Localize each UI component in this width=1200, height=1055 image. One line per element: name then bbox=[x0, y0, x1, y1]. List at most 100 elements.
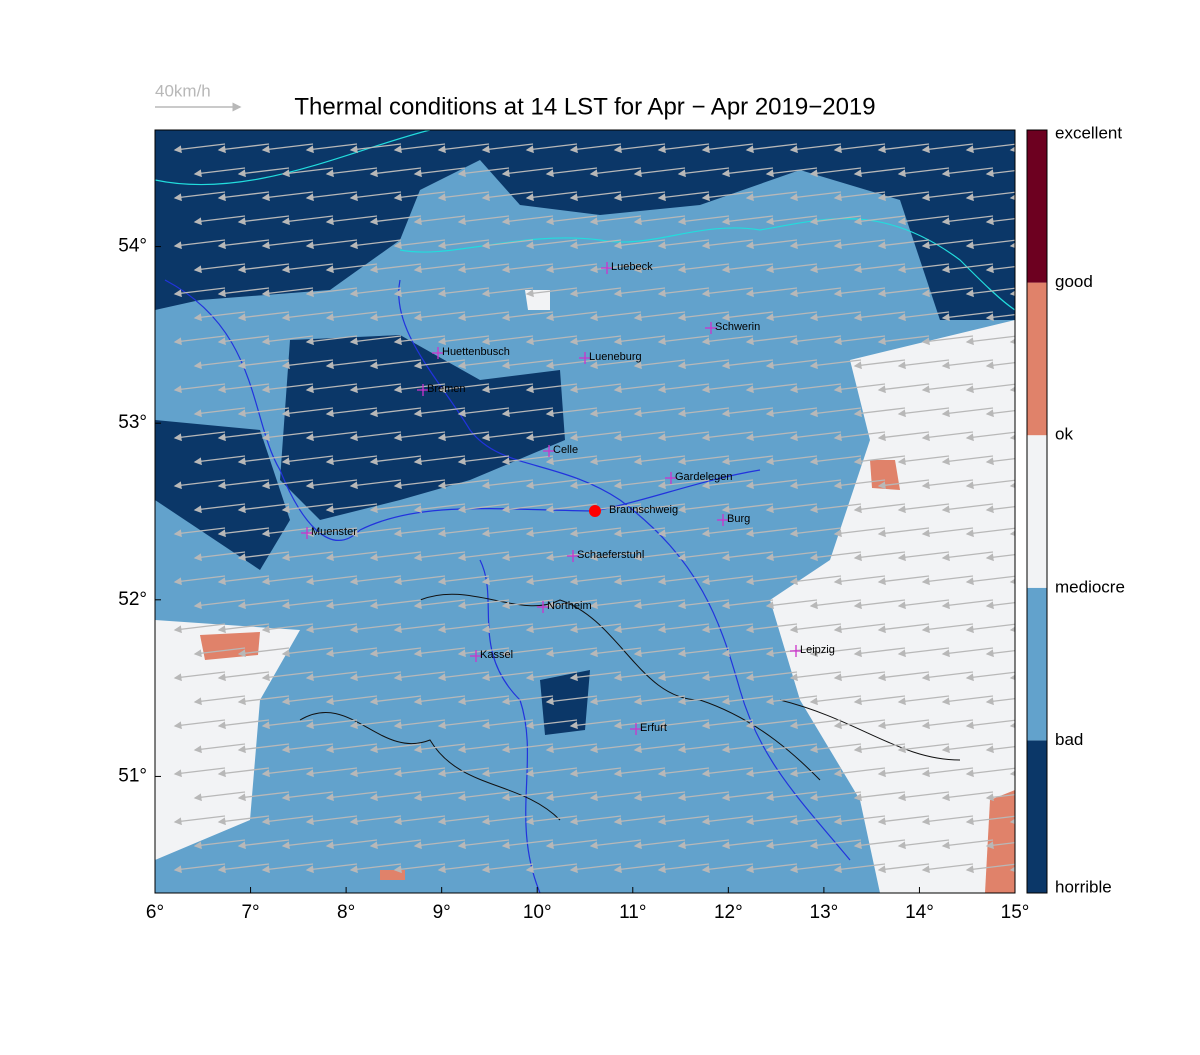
wind-arrow bbox=[677, 311, 730, 322]
wind-arrow bbox=[393, 335, 446, 346]
wind-arrow bbox=[413, 503, 466, 514]
wind-arrow bbox=[193, 407, 246, 418]
wind-arrow bbox=[633, 503, 686, 514]
wind-arrow bbox=[701, 863, 754, 874]
wind-arrow bbox=[633, 215, 686, 226]
wind-arrow bbox=[305, 287, 358, 298]
wind-arrow bbox=[677, 407, 730, 418]
wind-arrow bbox=[965, 239, 1015, 250]
wind-arrow bbox=[853, 743, 906, 754]
wind-arrow bbox=[481, 335, 534, 346]
wind-arrow bbox=[745, 431, 798, 442]
wind-arrow bbox=[701, 383, 754, 394]
wind-arrow bbox=[525, 767, 578, 778]
wind-arrow bbox=[305, 527, 358, 538]
wind-arrow bbox=[237, 647, 290, 658]
wind-arrow bbox=[677, 167, 730, 178]
wind-arrow bbox=[569, 191, 622, 202]
wind-arrow bbox=[809, 311, 862, 322]
wind-arrow bbox=[569, 719, 622, 730]
wind-arrow bbox=[941, 263, 994, 274]
wind-arrow bbox=[833, 719, 886, 730]
wind-arrow bbox=[721, 695, 774, 706]
wind-arrow bbox=[525, 719, 578, 730]
wind-arrow bbox=[325, 839, 378, 850]
wind-arrow bbox=[437, 767, 490, 778]
wind-arrow bbox=[921, 815, 974, 826]
city-label: Muenster bbox=[311, 526, 357, 538]
wind-arrow bbox=[657, 287, 710, 298]
wind-arrow bbox=[965, 863, 1015, 874]
wind-arrow bbox=[569, 431, 622, 442]
wind-arrow bbox=[809, 695, 862, 706]
wind-arrow bbox=[437, 239, 490, 250]
wind-arrow bbox=[413, 407, 466, 418]
wind-arrow bbox=[349, 479, 402, 490]
wind-arrow bbox=[413, 791, 466, 802]
wind-arrow bbox=[657, 383, 710, 394]
wind-arrow bbox=[853, 503, 906, 514]
wind-arrow bbox=[789, 335, 842, 346]
wind-arrow bbox=[721, 647, 774, 658]
wind-arrow bbox=[217, 191, 270, 202]
wind-arrow bbox=[765, 599, 818, 610]
wind-arrow bbox=[633, 743, 686, 754]
wind-arrow bbox=[349, 383, 402, 394]
wind-arrow bbox=[765, 743, 818, 754]
x-tick-label: 8° bbox=[337, 902, 355, 923]
wind-arrow bbox=[281, 791, 334, 802]
wind-arrow bbox=[985, 841, 1015, 850]
wind-arrow bbox=[545, 551, 598, 562]
wind-arrow bbox=[721, 791, 774, 802]
mediocre-region bbox=[770, 320, 1015, 893]
wind-arrow bbox=[237, 599, 290, 610]
wind-arrow bbox=[193, 311, 246, 322]
wind-arrow bbox=[589, 551, 642, 562]
wind-arrow bbox=[481, 767, 534, 778]
x-tick-label: 9° bbox=[433, 902, 451, 923]
wind-arrow bbox=[305, 143, 358, 154]
wind-arrow bbox=[349, 767, 402, 778]
wind-arrow bbox=[853, 599, 906, 610]
wind-arrow bbox=[369, 263, 422, 274]
wind-arrow bbox=[545, 839, 598, 850]
wind-arrow bbox=[481, 863, 534, 874]
wind-arrow bbox=[965, 479, 1015, 490]
wind-arrow bbox=[237, 407, 290, 418]
wind-arrow bbox=[921, 671, 974, 682]
city-label: Kassel bbox=[480, 649, 513, 661]
wind-arrow bbox=[765, 503, 818, 514]
colorbar-segment bbox=[1027, 587, 1047, 741]
wind-arrow bbox=[349, 287, 402, 298]
wind-arrow bbox=[569, 287, 622, 298]
wind-arrow bbox=[985, 697, 1015, 706]
wind-arrow bbox=[173, 863, 226, 874]
wind-arrow bbox=[545, 263, 598, 274]
wind-arrow bbox=[789, 143, 842, 154]
city-marker bbox=[665, 472, 677, 484]
wind-arrow bbox=[173, 527, 226, 538]
wind-arrow bbox=[545, 599, 598, 610]
wind-arrow bbox=[413, 551, 466, 562]
wind-arrow bbox=[545, 647, 598, 658]
wind-arrow bbox=[369, 839, 422, 850]
wind-arrow bbox=[721, 215, 774, 226]
wind-arrow bbox=[217, 479, 270, 490]
wind-arrow bbox=[985, 745, 1015, 754]
wind-arrow bbox=[457, 647, 510, 658]
wind-arrow bbox=[173, 575, 226, 586]
wind-arrow bbox=[261, 719, 314, 730]
wind-arrow bbox=[305, 191, 358, 202]
wind-arrow bbox=[569, 767, 622, 778]
wind-arrow bbox=[261, 671, 314, 682]
wind-arrow bbox=[897, 407, 950, 418]
wind-arrow bbox=[349, 191, 402, 202]
wind-arrow bbox=[985, 505, 1015, 514]
wind-arrow bbox=[325, 311, 378, 322]
wind-arrow bbox=[745, 191, 798, 202]
wind-arrow bbox=[281, 359, 334, 370]
wind-arrow bbox=[569, 335, 622, 346]
wind-arrow bbox=[745, 479, 798, 490]
colorbar-frame bbox=[1026, 129, 1048, 894]
wind-arrow bbox=[965, 575, 1015, 586]
